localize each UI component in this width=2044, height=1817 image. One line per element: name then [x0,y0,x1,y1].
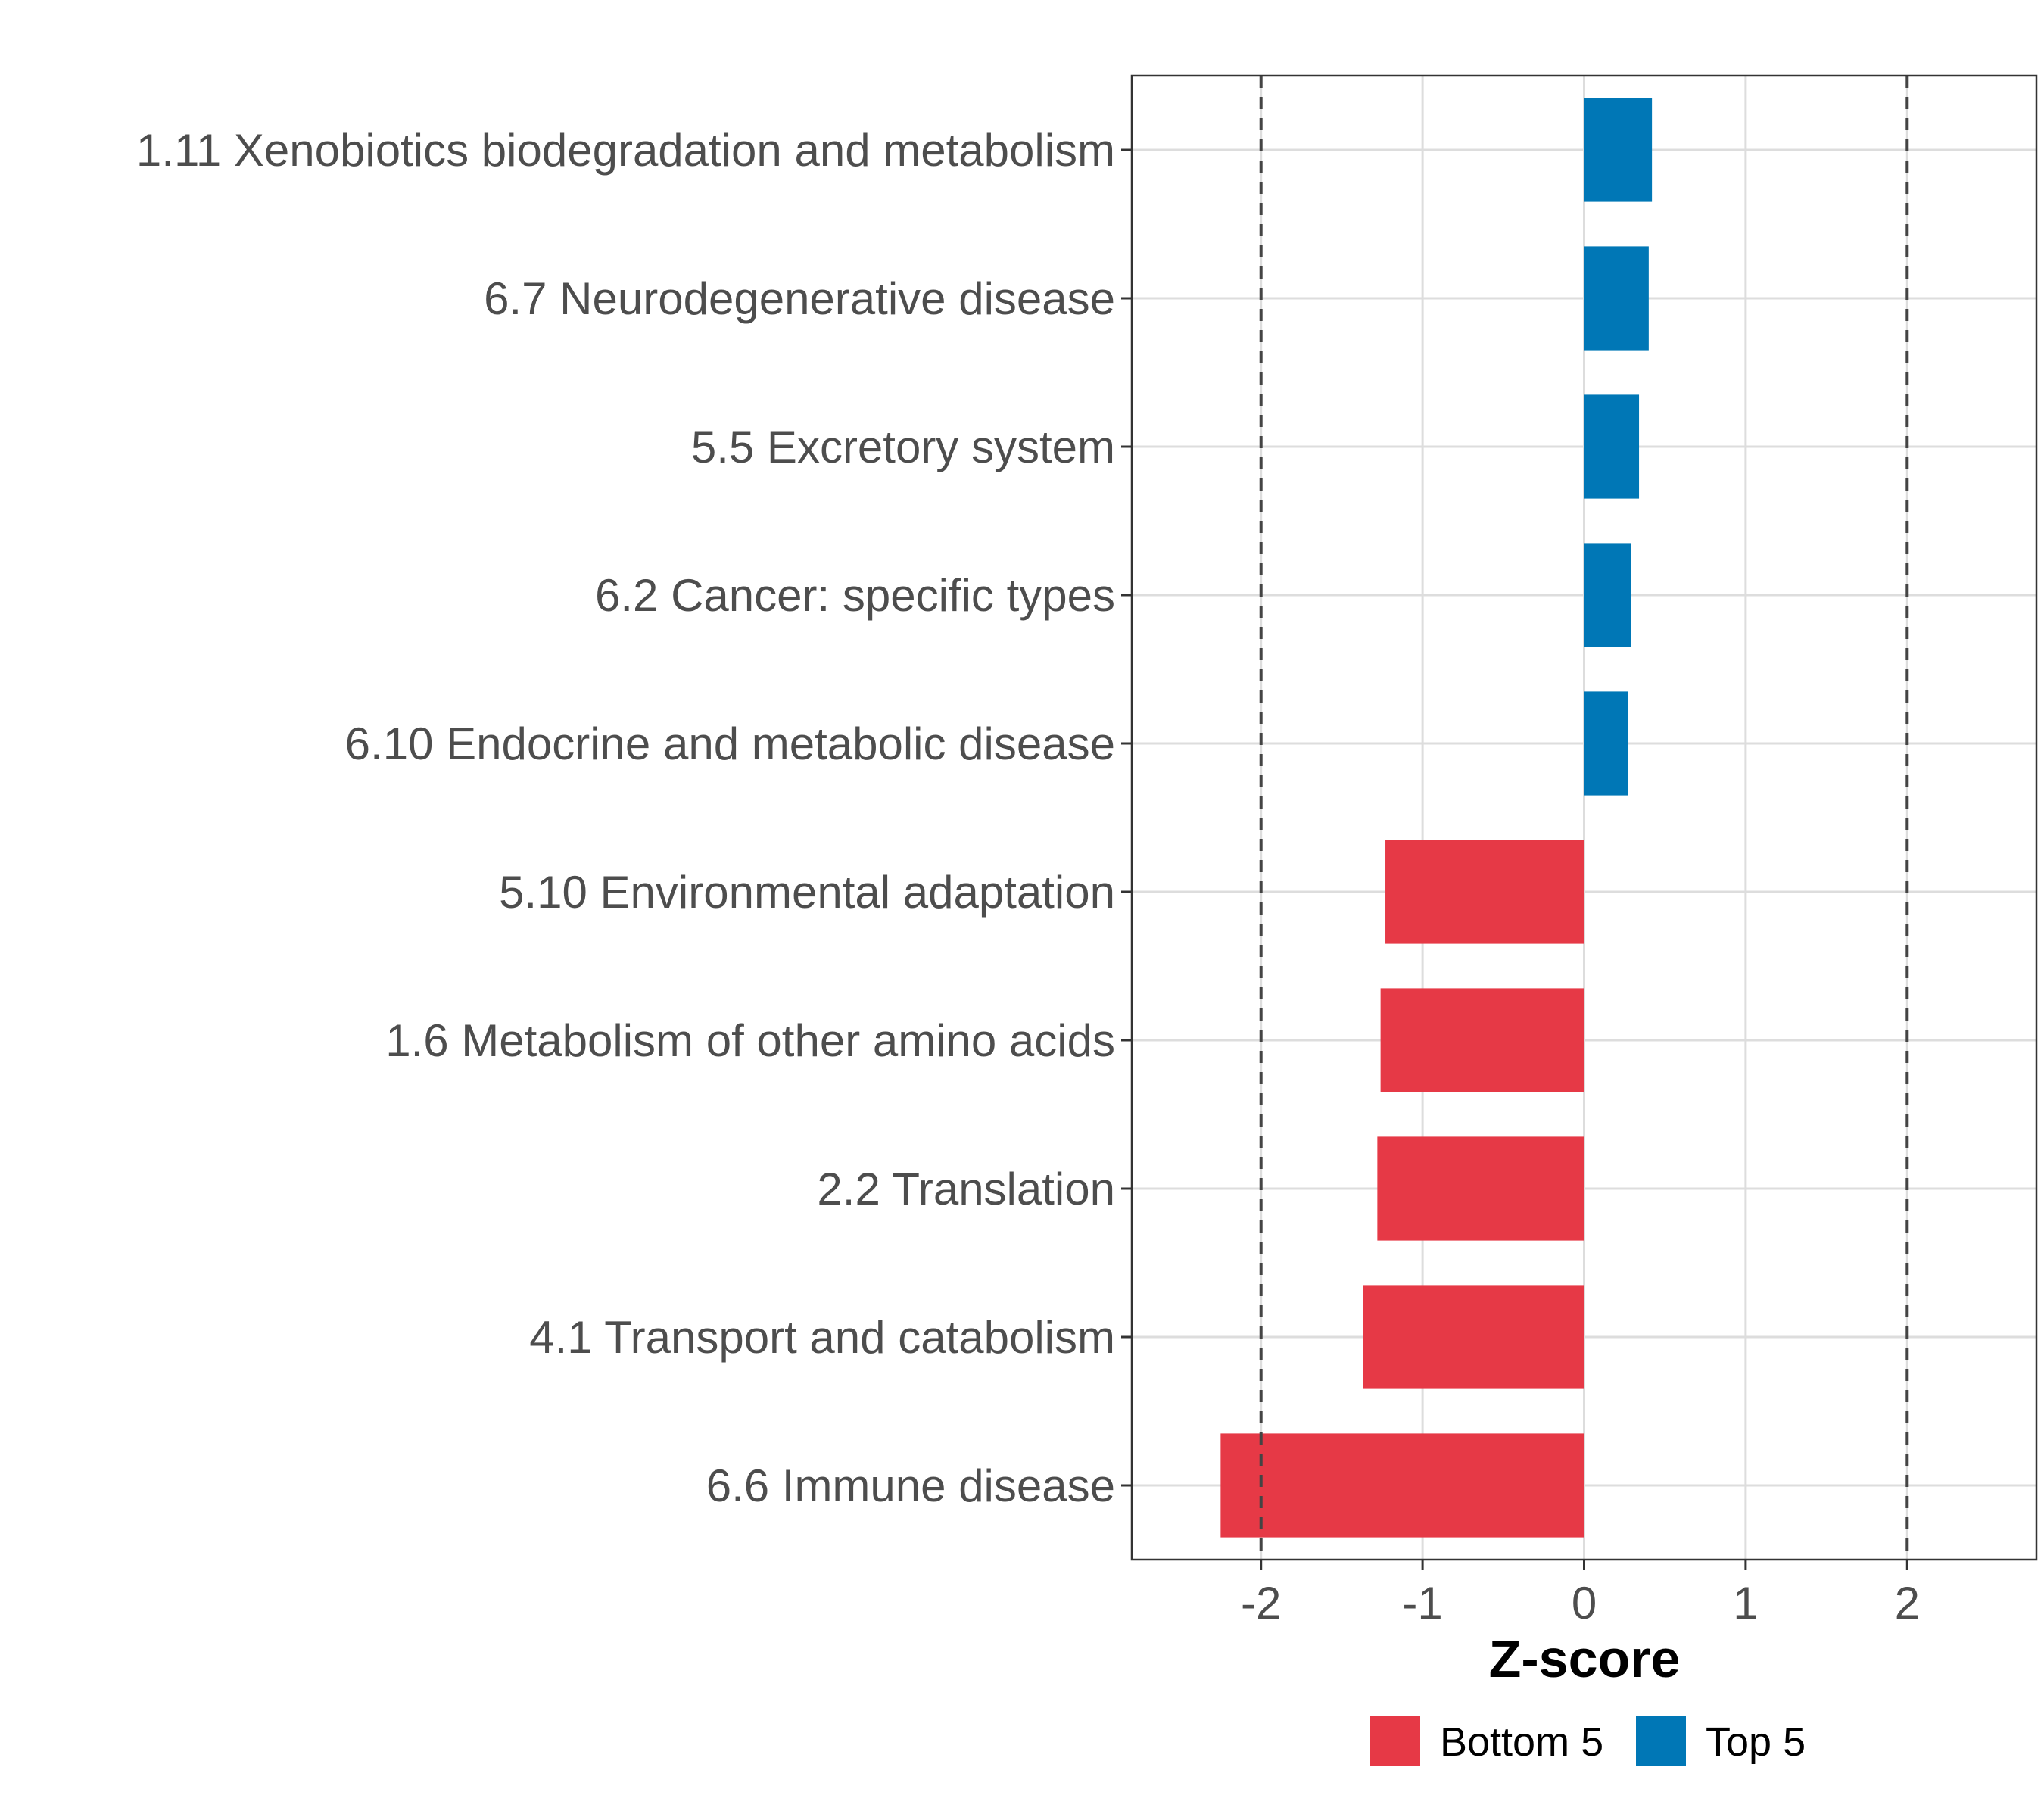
bar [1363,1285,1584,1389]
y-tick-label: 4.1 Transport and catabolism [529,1312,1115,1363]
y-tick-label: 2.2 Translation [817,1164,1115,1214]
bar [1584,246,1649,351]
bar [1380,988,1584,1092]
legend-label: Bottom 5 [1440,1719,1603,1765]
y-tick-label: 1.6 Metabolism of other amino acids [385,1015,1115,1066]
y-tick-label: 5.10 Environmental adaptation [499,867,1115,918]
y-axis: 1.11 Xenobiotics biodegradation and meta… [136,125,1132,1511]
x-axis-title: Z-score [1489,1629,1681,1688]
y-tick-label: 1.11 Xenobiotics biodegradation and meta… [136,125,1115,176]
bar [1584,543,1631,647]
x-tick-label: -2 [1241,1578,1281,1628]
legend-swatch [1636,1716,1686,1766]
y-tick-label: 6.2 Cancer: specific types [595,570,1115,621]
x-tick-label: 1 [1733,1578,1758,1628]
legend-swatch [1370,1716,1420,1766]
reference-lines [1259,76,1909,1560]
bar [1584,394,1640,499]
y-tick-label: 5.5 Excretory system [691,422,1115,472]
x-tick-label: 2 [1895,1578,1920,1628]
y-tick-label: 6.7 Neurodegenerative disease [484,273,1115,324]
legend-label: Top 5 [1706,1719,1806,1765]
bar [1584,691,1628,796]
y-tick-label: 6.10 Endocrine and metabolic disease [345,718,1115,769]
x-tick-label: -1 [1402,1578,1442,1628]
bar [1377,1136,1584,1241]
bar [1385,840,1584,944]
bar [1584,98,1653,202]
bar [1220,1433,1584,1538]
x-axis: -2 -1 0 1 2 [1241,1560,1920,1628]
legend: Bottom 5 Top 5 [1370,1716,1806,1766]
bars [1220,98,1653,1538]
y-tick-label: 6.6 Immune disease [706,1460,1115,1511]
x-tick-label: 0 [1572,1578,1597,1628]
